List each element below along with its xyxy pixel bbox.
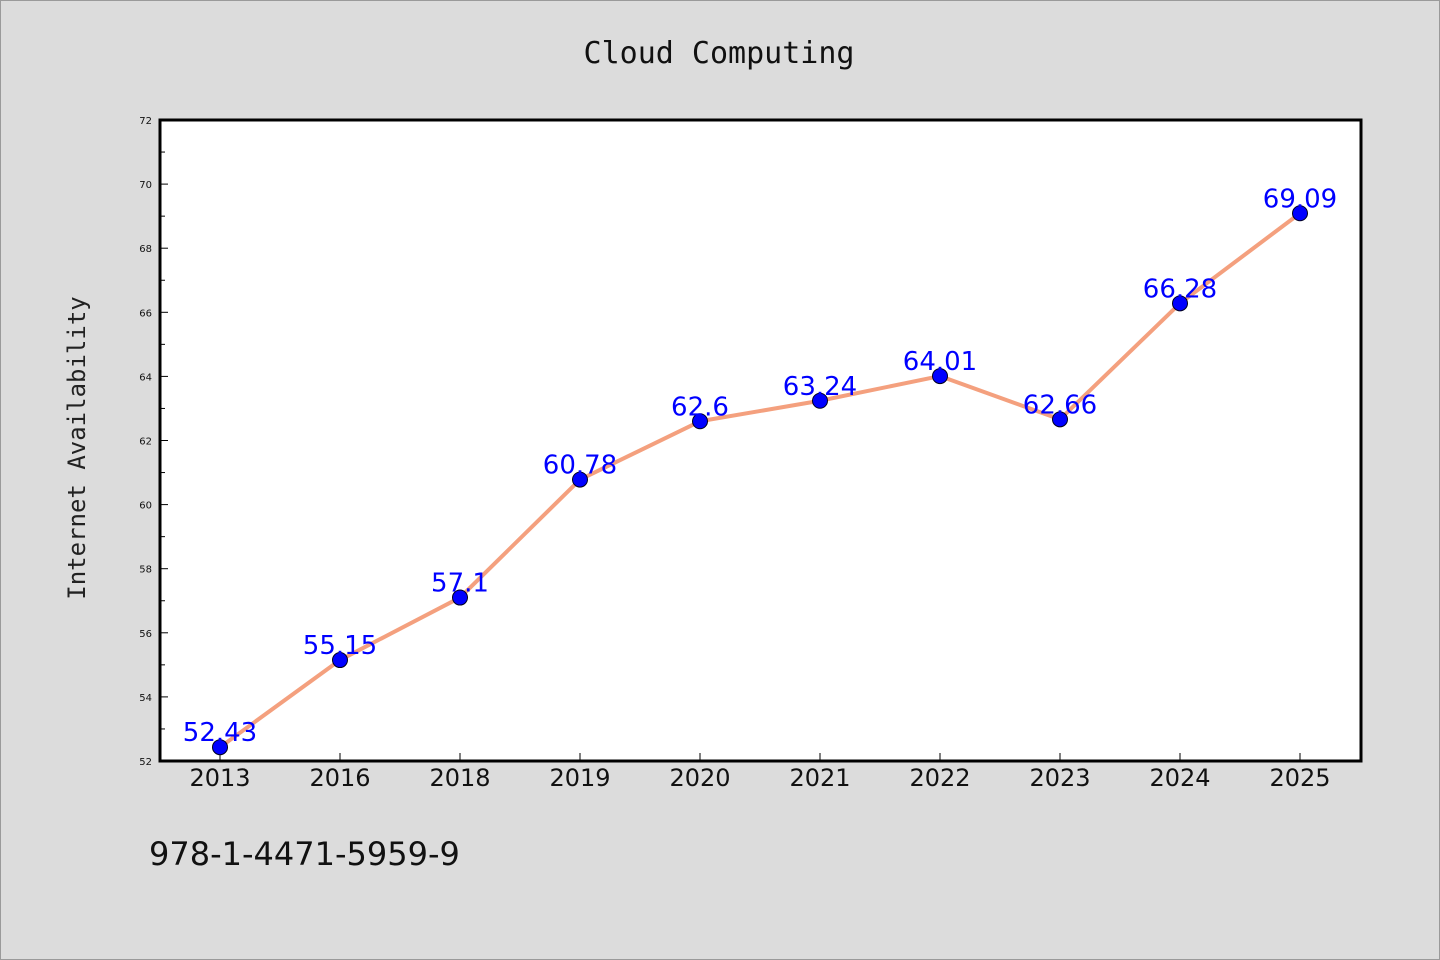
- y-axis-label: Internet Availability: [63, 296, 91, 599]
- data-point-marker: [332, 652, 348, 669]
- y-tick-label: 70: [139, 180, 152, 191]
- y-tick-label: 68: [139, 244, 152, 255]
- y-tick-label: 52: [139, 757, 152, 768]
- y-tick-label: 66: [139, 308, 152, 319]
- plot-area: [158, 118, 1363, 763]
- data-label: 62.6: [671, 392, 729, 422]
- y-axis-ticks: 52 54 56 58 60 62 64 66 68 70 72: [139, 116, 168, 768]
- data-label: 69.09: [1263, 184, 1337, 214]
- y-tick-label: 54: [139, 693, 152, 704]
- data-point-marker: [1052, 411, 1068, 428]
- y-tick-label: 62: [139, 437, 152, 448]
- x-tick-label: 2019: [549, 764, 610, 792]
- data-label: 62.66: [1023, 390, 1097, 420]
- x-tick-label: 2020: [669, 764, 730, 792]
- x-tick-label: 2023: [1029, 764, 1090, 792]
- data-point-marker: [812, 392, 828, 409]
- x-tick-label: 2016: [309, 764, 370, 792]
- chart-title: Cloud Computing: [584, 36, 855, 71]
- x-tick-label: 2021: [789, 764, 850, 792]
- y-tick-label: 64: [139, 372, 152, 383]
- series-line: [218, 211, 1302, 750]
- x-tick-label: 2013: [189, 764, 250, 792]
- data-label: 63.24: [783, 372, 857, 402]
- data-labels: 52.43 55.15 57.1 60.78 62.6 63.24 64.01 62.66 66…: [183, 184, 1337, 748]
- data-point-marker: [1172, 295, 1188, 312]
- series-group: [212, 205, 1308, 756]
- x-tick-label: 2024: [1149, 764, 1210, 792]
- y-tick-label: 58: [139, 565, 152, 576]
- data-label: 52.43: [183, 718, 257, 748]
- data-label: 57.1: [431, 569, 489, 599]
- x-tick-label: 2025: [1269, 764, 1330, 792]
- data-label: 64.01: [903, 347, 977, 377]
- data-point-marker: [452, 589, 468, 606]
- x-axis-ticks: 2013 2016 2018 2019 2020 2021 2022 2023 2024 2025: [189, 753, 1331, 792]
- data-label: 60.78: [543, 451, 617, 481]
- footer-isbn: 978-1-4471-5959-9: [149, 835, 460, 873]
- y-tick-label: 60: [139, 501, 152, 512]
- data-point-marker: [692, 413, 708, 430]
- x-tick-label: 2018: [429, 764, 490, 792]
- data-label: 55.15: [303, 631, 377, 661]
- data-point-marker: [1292, 205, 1308, 222]
- data-point-marker: [932, 368, 948, 385]
- data-point-marker: [212, 739, 228, 756]
- x-tick-label: 2022: [909, 764, 970, 792]
- y-tick-label: 72: [139, 116, 152, 127]
- data-label: 66.28: [1143, 274, 1217, 304]
- y-tick-label: 56: [139, 629, 152, 640]
- data-point-marker: [572, 471, 588, 488]
